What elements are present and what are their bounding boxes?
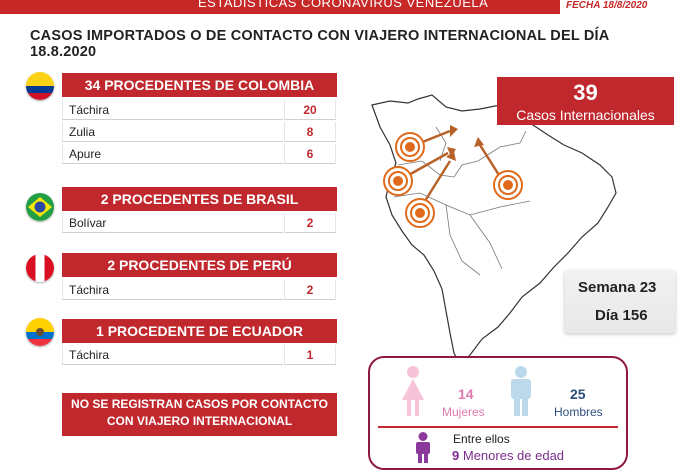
group-header-colombia: 34 PROCEDENTES DE COLOMBIA: [62, 73, 337, 97]
colombia-flag-icon: [26, 72, 54, 100]
route-arrow-head: [446, 151, 456, 161]
brazil-flag-icon: [26, 193, 54, 221]
no-contact-note: NO SE REGISTRAN CASOS POR CONTACTO CON V…: [62, 393, 337, 436]
minors-label: Menores de edad: [462, 448, 565, 463]
case-count: 2: [284, 280, 336, 300]
ecuador-flag-icon: [26, 318, 54, 346]
country-border: [469, 214, 503, 270]
group-header-ecuador: 1 PROCEDENTE DE ECUADOR: [62, 319, 337, 343]
total-cases-box: 39 Casos Internacionales: [497, 77, 674, 125]
page-title: CASOS IMPORTADOS O DE CONTACTO CON VIAJE…: [30, 28, 609, 60]
women-count: 14: [458, 386, 474, 402]
minors-intro: Entre ellos: [453, 432, 510, 446]
top-banner-bar: [0, 0, 560, 14]
case-count: 2: [284, 213, 336, 233]
route-arrow-head: [447, 147, 456, 157]
peru-flag-graphic: [26, 254, 54, 282]
case-count: 20: [284, 100, 336, 120]
case-count: 6: [284, 144, 336, 164]
note-line-1: NO SE REGISTRAN CASOS POR CONTACTO: [71, 397, 328, 411]
gender-breakdown-box: 14 Mujeres 25 Hombres Entre ellos 9 Meno…: [368, 356, 628, 470]
man-icon: [511, 366, 531, 416]
state-name: Bolívar: [62, 213, 283, 233]
route-arrow-head: [450, 125, 458, 137]
state-name: Zulia: [62, 122, 283, 142]
state-name: Apure: [62, 144, 283, 164]
total-cases-value: 39: [573, 80, 598, 105]
table-row: Zulia 8: [62, 122, 337, 142]
ecuador-flag-graphic: [26, 318, 54, 346]
case-count: 8: [284, 122, 336, 142]
women-label: Mujeres: [442, 405, 485, 419]
child-icon: [416, 432, 430, 463]
minors-count: 9: [452, 448, 460, 463]
table-row: Bolívar 2: [62, 213, 337, 233]
week-label: Semana 23: [578, 279, 657, 296]
state-name: Táchira: [62, 280, 283, 300]
banner-date: FECHA 18/8/2020: [566, 0, 648, 11]
men-label: Hombres: [554, 405, 603, 419]
south-america-map: [371, 94, 617, 365]
origin-marker-colombia: [395, 132, 425, 162]
country-border: [445, 204, 481, 276]
total-cases-label: Casos Internacionales: [516, 107, 655, 123]
banner-title: ESTADÍSTICAS CORONAVIRUS VENEZUELA: [198, 0, 489, 10]
woman-icon: [402, 366, 424, 416]
day-label: Día 156: [595, 307, 648, 324]
country-border: [393, 192, 531, 216]
men-count: 25: [570, 386, 586, 402]
brazil-flag-graphic: [26, 193, 54, 221]
colombia-flag-graphic: [26, 72, 54, 100]
origin-marker-colombia-2: [383, 166, 413, 196]
group-header-peru: 2 PROCEDENTES DE PERÚ: [62, 253, 337, 277]
country-border: [397, 130, 527, 178]
table-row: Táchira 1: [62, 345, 337, 365]
case-count: 1: [284, 345, 336, 365]
origin-marker-peru: [405, 198, 435, 228]
week-day-box: Semana 23 Día 156: [565, 271, 675, 333]
top-banner: ESTADÍSTICAS CORONAVIRUS VENEZUELA FECHA…: [0, 0, 679, 16]
note-line-2: CON VIAJERO INTERNACIONAL: [106, 414, 293, 428]
table-row: Táchira 2: [62, 280, 337, 300]
minors-line: 9 Menores de edad: [452, 448, 564, 463]
table-row: Táchira 20: [62, 100, 337, 120]
peru-flag-icon: [26, 254, 54, 282]
route-arrow-head: [474, 137, 484, 147]
origin-marker-brasil: [493, 170, 523, 200]
group-header-brasil: 2 PROCEDENTES DE BRASIL: [62, 187, 337, 211]
divider: [378, 426, 618, 428]
table-row: Apure 6: [62, 144, 337, 164]
state-name: Táchira: [62, 100, 283, 120]
state-name: Táchira: [62, 345, 283, 365]
